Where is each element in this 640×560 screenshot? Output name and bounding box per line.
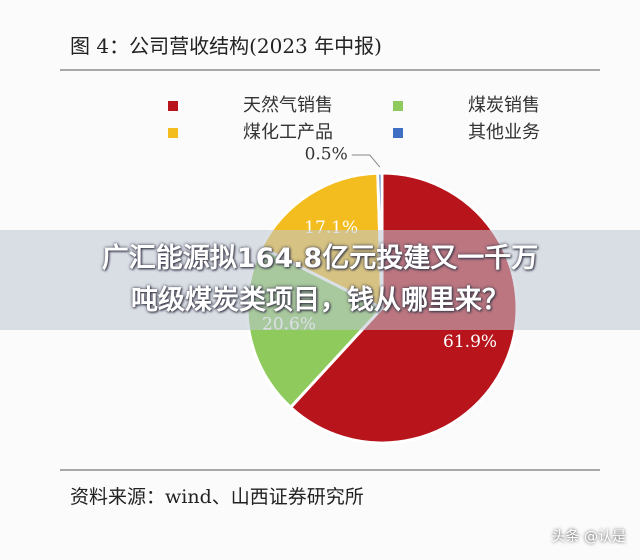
leader-line <box>351 154 381 168</box>
watermark: 头条 @认是 <box>551 529 626 545</box>
legend-label: 其他业务 <box>468 122 540 143</box>
legend-label: 煤化工产品 <box>243 122 333 143</box>
legend-swatch <box>393 101 403 111</box>
headline-banner: 广汇能源拟164.8亿元投建又一千万 吨级煤炭类项目，钱从哪里来？ <box>0 230 640 330</box>
legend-swatch <box>393 128 403 138</box>
legend-swatch <box>168 128 178 138</box>
legend-swatch <box>168 101 178 111</box>
headline-line: 吨级煤炭类项目，钱从哪里来？ <box>131 285 509 316</box>
chart-title: 图 4：公司营收结构(2023 年中报) <box>70 34 382 58</box>
headline-line: 广汇能源拟164.8亿元投建又一千万 <box>101 243 539 274</box>
source: 资料来源：wind、山西证券研究所 <box>70 486 364 508</box>
legend-label: 天然气销售 <box>243 95 333 116</box>
value-label: 61.9% <box>443 332 497 352</box>
legend-label: 煤炭销售 <box>468 95 540 116</box>
value-label: 0.5% <box>305 145 348 165</box>
